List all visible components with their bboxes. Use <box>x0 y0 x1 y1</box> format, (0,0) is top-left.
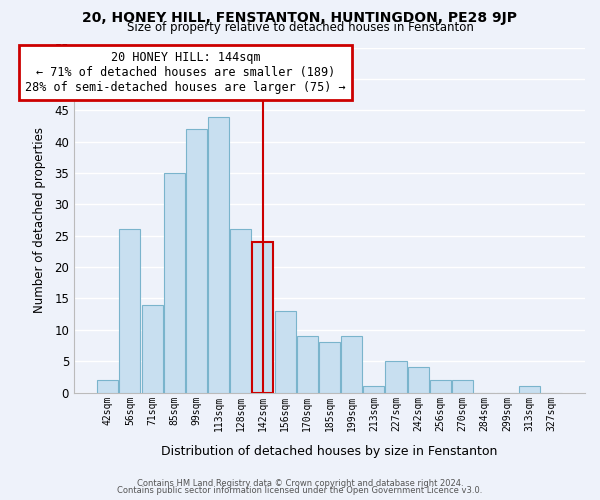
Bar <box>119 230 140 392</box>
Bar <box>142 304 163 392</box>
Bar <box>364 386 385 392</box>
Bar <box>518 386 539 392</box>
Text: 20, HONEY HILL, FENSTANTON, HUNTINGDON, PE28 9JP: 20, HONEY HILL, FENSTANTON, HUNTINGDON, … <box>83 11 517 25</box>
Bar <box>297 336 318 392</box>
Bar <box>341 336 362 392</box>
Bar <box>385 361 407 392</box>
Bar <box>186 129 207 392</box>
Bar <box>230 230 251 392</box>
Text: Contains public sector information licensed under the Open Government Licence v3: Contains public sector information licen… <box>118 486 482 495</box>
Text: Contains HM Land Registry data © Crown copyright and database right 2024.: Contains HM Land Registry data © Crown c… <box>137 478 463 488</box>
Text: Size of property relative to detached houses in Fenstanton: Size of property relative to detached ho… <box>127 22 473 35</box>
Bar <box>97 380 118 392</box>
Bar <box>407 368 429 392</box>
Bar <box>452 380 473 392</box>
Bar <box>430 380 451 392</box>
Bar <box>164 173 185 392</box>
X-axis label: Distribution of detached houses by size in Fenstanton: Distribution of detached houses by size … <box>161 444 497 458</box>
Text: 20 HONEY HILL: 144sqm
← 71% of detached houses are smaller (189)
28% of semi-det: 20 HONEY HILL: 144sqm ← 71% of detached … <box>25 50 346 94</box>
Bar <box>253 242 274 392</box>
Y-axis label: Number of detached properties: Number of detached properties <box>33 127 46 313</box>
Bar <box>319 342 340 392</box>
Bar <box>275 311 296 392</box>
Bar <box>208 116 229 392</box>
